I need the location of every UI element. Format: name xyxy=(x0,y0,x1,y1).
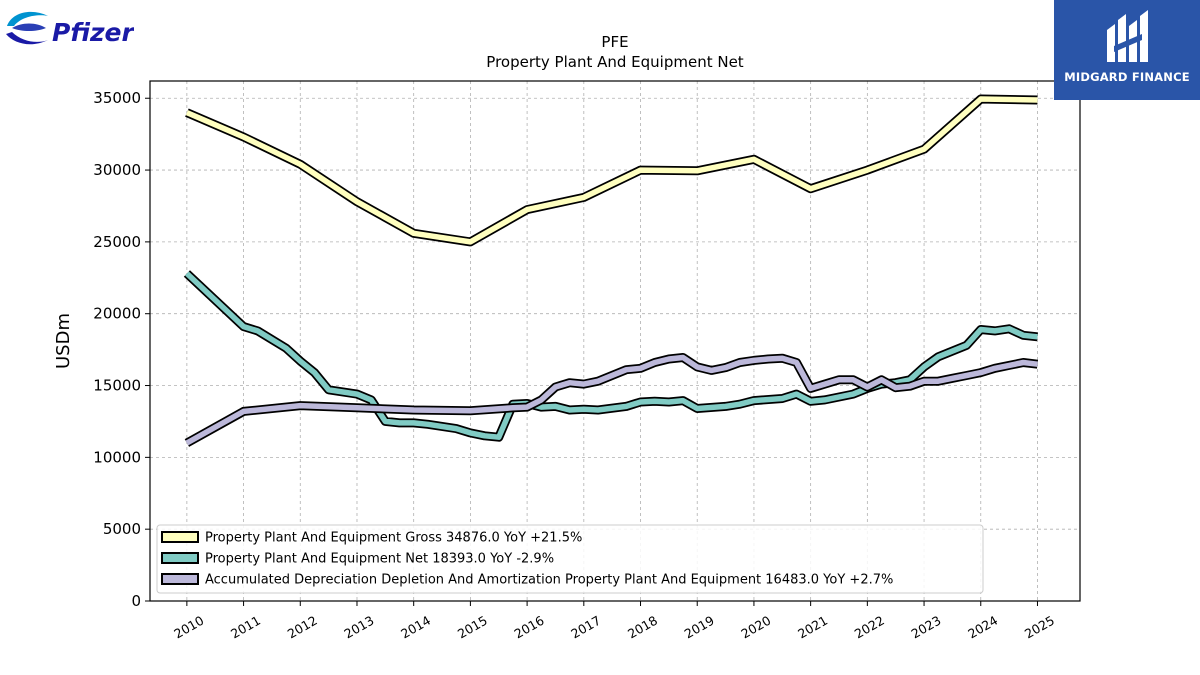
x-tick-label: 2025 xyxy=(1022,613,1057,642)
x-tick-label: 2023 xyxy=(909,613,944,642)
legend-swatch xyxy=(161,573,199,585)
y-tick-label: 10000 xyxy=(93,448,141,466)
midgard-finance-logo: MIDGARD FINANCE xyxy=(1054,0,1200,100)
legend-item: Accumulated Depreciation Depletion And A… xyxy=(161,573,893,588)
x-tick-label: 2017 xyxy=(568,613,603,642)
series-3 xyxy=(184,353,1039,447)
midgard-emblem-icon xyxy=(1107,10,1148,62)
x-tick-label: 2022 xyxy=(852,613,887,642)
y-tick-label: 0 xyxy=(131,592,141,610)
x-tick-label: 2021 xyxy=(795,613,830,642)
legend: Property Plant And Equipment Gross 34876… xyxy=(156,524,984,594)
pfizer-emblem-icon xyxy=(6,11,48,45)
x-tick-label: 2011 xyxy=(228,613,263,642)
plot-frame xyxy=(149,80,1081,602)
x-tick-label: 2020 xyxy=(738,613,773,642)
pfizer-logo: Pfizer xyxy=(6,11,134,47)
x-tick-label: 2010 xyxy=(171,613,206,642)
x-tick-label: 2013 xyxy=(341,613,376,642)
x-axis: 2010 2011 2012 2013 2014 2015 2016 2017 2018 2019… xyxy=(171,601,1057,642)
x-tick-label: 2012 xyxy=(285,613,320,642)
chart-title: PFE xyxy=(601,33,628,51)
series-3-line xyxy=(185,354,1038,446)
midgard-logo-text: MIDGARD FINANCE xyxy=(1064,70,1190,84)
legend-item: Property Plant And Equipment Net 18393.0… xyxy=(161,552,554,567)
y-tick-label: 20000 xyxy=(93,305,141,323)
legend-label: Accumulated Depreciation Depletion And A… xyxy=(205,573,893,588)
legend-label: Property Plant And Equipment Gross 34876… xyxy=(205,531,582,546)
pfizer-logo-text: Pfizer xyxy=(52,18,134,47)
legend-item: Property Plant And Equipment Gross 34876… xyxy=(161,531,582,546)
x-tick-label: 2018 xyxy=(625,613,660,642)
y-tick-label: 5000 xyxy=(103,520,141,538)
y-tick-label: 35000 xyxy=(93,89,141,107)
series-2 xyxy=(183,270,1038,442)
y-axis-label: USDm xyxy=(53,313,74,369)
y-axis: 0 5000 10000 15000 20000 25000 30000 35000 xyxy=(93,89,150,610)
x-tick-label: 2019 xyxy=(682,613,717,642)
series-2-outline xyxy=(183,270,1038,442)
x-tick-label: 2014 xyxy=(398,613,433,642)
x-tick-label: 2024 xyxy=(965,613,1000,642)
y-tick-label: 15000 xyxy=(93,377,141,395)
series-1-line xyxy=(185,96,1038,245)
series-1 xyxy=(185,94,1038,247)
chart-subtitle: Property Plant And Equipment Net xyxy=(486,53,743,71)
y-tick-label: 25000 xyxy=(93,233,141,251)
legend-box xyxy=(156,524,984,594)
legend-swatch xyxy=(161,552,199,564)
legend-label: Property Plant And Equipment Net 18393.0… xyxy=(205,552,554,567)
series-layer xyxy=(183,94,1039,447)
x-tick-label: 2015 xyxy=(455,613,490,642)
legend-swatch xyxy=(161,531,199,543)
y-tick-label: 30000 xyxy=(93,161,141,179)
x-tick-label: 2016 xyxy=(512,613,547,642)
